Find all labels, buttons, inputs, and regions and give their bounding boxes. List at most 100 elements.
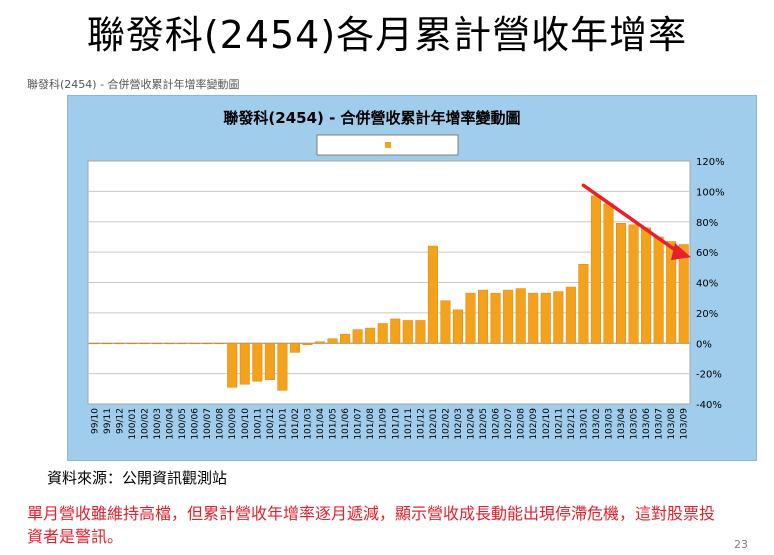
slide-title: 聯發科(2454)各月累計營收年增率 (86, 13, 688, 57)
x-tick-label: 102/08 (517, 408, 527, 440)
bar (578, 264, 589, 344)
y-tick-label: -20% (696, 370, 722, 381)
x-tick-label: 100/09 (228, 408, 238, 440)
x-tick-label: 103/05 (630, 408, 640, 440)
revenue-growth-chart: 聯發科(2454) - 合併營收累計年增率變動圖 120% 100% 80% 60% 4… (87, 109, 725, 440)
x-tick-label: 102/02 (441, 408, 451, 440)
bar (277, 343, 288, 391)
bar (666, 241, 677, 344)
bar (164, 343, 175, 345)
x-tick-label: 100/12 (266, 408, 276, 440)
bar (202, 343, 213, 345)
x-tick-label: 102/09 (529, 408, 539, 440)
legend-swatch (385, 142, 391, 148)
x-tick-label: 102/11 (554, 408, 564, 440)
bar (515, 288, 526, 344)
x-tick-label: 102/04 (467, 408, 477, 440)
x-tick-label: 102/05 (479, 408, 489, 440)
bar (315, 341, 326, 344)
x-tick-label: 103/06 (642, 408, 652, 440)
bar (151, 343, 162, 345)
bar (114, 343, 125, 345)
x-tick-label: 103/03 (604, 408, 614, 440)
bar (415, 320, 426, 344)
bar (189, 343, 200, 345)
bar (628, 224, 639, 344)
x-tick-label: 99/10 (90, 408, 100, 434)
chart-caption: 聯發科(2454) - 合併營收累計年增率變動圖 (27, 78, 240, 91)
note-text: 單月營收雖維持高檔，但累計營收年增率逐月遞減，顯示營收成長動能出現停滯危機，這對… (27, 504, 716, 546)
bar (302, 343, 313, 346)
bar (465, 292, 476, 344)
x-tick-label: 100/11 (253, 408, 263, 440)
x-tick-label: 102/10 (542, 408, 552, 440)
bar (616, 223, 627, 344)
bar (214, 343, 225, 345)
x-tick-label: 103/01 (579, 408, 589, 440)
x-tick-label: 102/07 (504, 408, 514, 440)
bar (377, 323, 388, 344)
bar (553, 291, 564, 344)
x-tick-label: 103/09 (680, 408, 690, 440)
x-tick-label: 101/12 (416, 408, 426, 440)
x-tick-label: 102/12 (567, 408, 577, 440)
bar (264, 343, 275, 380)
x-tick-label: 100/08 (216, 408, 226, 440)
page-number: 23 (734, 538, 748, 551)
y-tick-label: 0% (696, 339, 712, 350)
y-tick-label: 40% (696, 279, 718, 290)
bar (590, 195, 601, 344)
x-tick-label: 102/01 (429, 408, 439, 440)
x-tick-label: 99/11 (103, 408, 113, 434)
chart-title: 聯發科(2454) - 合併營收累計年增率變動圖 (223, 109, 520, 127)
x-tick-label: 103/07 (655, 408, 665, 440)
x-tick-label: 101/07 (354, 408, 364, 440)
x-tick-label: 100/03 (153, 408, 163, 440)
bar (603, 203, 614, 344)
bar (503, 289, 514, 344)
y-tick-label: 80% (696, 218, 718, 229)
bar (540, 292, 551, 344)
bar (252, 343, 263, 382)
x-tick-label: 100/07 (203, 408, 213, 440)
bar (227, 343, 238, 388)
y-tick-label: 120% (696, 157, 725, 168)
source-text: 資料來源：公開資訊觀測站 (47, 469, 228, 487)
bar (478, 289, 489, 344)
x-tick-label: 103/04 (617, 408, 627, 440)
x-tick-label: 99/12 (115, 408, 125, 434)
x-tick-label: 101/02 (291, 408, 301, 440)
x-tick-label: 101/04 (316, 408, 326, 440)
bar (653, 236, 664, 344)
x-tick-label: 100/01 (128, 408, 138, 440)
bar (402, 320, 413, 344)
bar (89, 343, 100, 345)
x-tick-label: 100/06 (191, 408, 201, 440)
bar (678, 244, 689, 344)
x-tick-label: 103/02 (592, 408, 602, 440)
x-tick-label: 101/08 (366, 408, 376, 440)
bar (289, 343, 300, 353)
bar (565, 286, 576, 344)
x-tick-label: 101/01 (278, 408, 288, 440)
bar (641, 227, 652, 344)
y-tick-label: 60% (696, 248, 718, 259)
x-tick-label: 100/04 (166, 408, 176, 440)
bar (390, 318, 401, 344)
y-tick-label: 20% (696, 309, 718, 320)
bar (126, 343, 137, 345)
x-tick-label: 101/05 (329, 408, 339, 440)
x-tick-label: 102/03 (454, 408, 464, 440)
bar (352, 329, 363, 344)
bar (452, 309, 463, 344)
x-tick-label: 101/09 (379, 408, 389, 440)
bar (365, 327, 376, 344)
bar (490, 292, 501, 344)
x-tick-label: 101/10 (391, 408, 401, 440)
trend-arrow-line (581, 183, 679, 253)
bar (101, 343, 112, 345)
bar (327, 338, 338, 344)
bar (177, 343, 188, 345)
x-tick-label: 100/05 (178, 408, 188, 440)
x-tick-label: 101/11 (404, 408, 414, 440)
